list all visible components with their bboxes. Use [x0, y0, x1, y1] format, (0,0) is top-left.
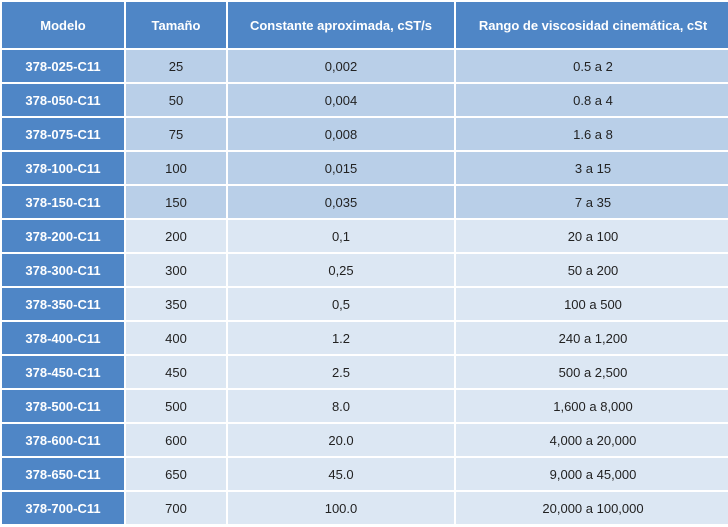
constant-cell: 0,004	[228, 84, 454, 116]
constant-cell: 0,002	[228, 50, 454, 82]
size-cell: 450	[126, 356, 226, 388]
range-cell: 0.8 a 4	[456, 84, 728, 116]
size-cell: 100	[126, 152, 226, 184]
constant-cell: 0,25	[228, 254, 454, 286]
range-cell: 3 a 15	[456, 152, 728, 184]
table-row: 378-300-C11 300 0,25 50 a 200	[2, 254, 728, 286]
table-row: 378-050-C11 50 0,004 0.8 a 4	[2, 84, 728, 116]
model-cell: 378-300-C11	[2, 254, 124, 286]
size-cell: 400	[126, 322, 226, 354]
range-cell: 1.6 a 8	[456, 118, 728, 150]
constant-cell: 0,5	[228, 288, 454, 320]
table-row: 378-075-C11 75 0,008 1.6 a 8	[2, 118, 728, 150]
model-cell: 378-200-C11	[2, 220, 124, 252]
model-cell: 378-700-C11	[2, 492, 124, 524]
size-cell: 150	[126, 186, 226, 218]
table-row: 378-350-C11 350 0,5 100 a 500	[2, 288, 728, 320]
model-cell: 378-100-C11	[2, 152, 124, 184]
size-cell: 75	[126, 118, 226, 150]
header-tamano: Tamaño	[126, 2, 226, 48]
size-cell: 200	[126, 220, 226, 252]
model-cell: 378-400-C11	[2, 322, 124, 354]
model-cell: 378-350-C11	[2, 288, 124, 320]
table-row: 378-400-C11 400 1.2 240 a 1,200	[2, 322, 728, 354]
size-cell: 25	[126, 50, 226, 82]
model-cell: 378-600-C11	[2, 424, 124, 456]
model-cell: 378-500-C11	[2, 390, 124, 422]
header-modelo: Modelo	[2, 2, 124, 48]
table-row: 378-150-C11 150 0,035 7 a 35	[2, 186, 728, 218]
table-row: 378-500-C11 500 8.0 1,600 a 8,000	[2, 390, 728, 422]
model-cell: 378-075-C11	[2, 118, 124, 150]
size-cell: 300	[126, 254, 226, 286]
range-cell: 0.5 a 2	[456, 50, 728, 82]
range-cell: 4,000 a 20,000	[456, 424, 728, 456]
range-cell: 240 a 1,200	[456, 322, 728, 354]
constant-cell: 0,035	[228, 186, 454, 218]
model-cell: 378-050-C11	[2, 84, 124, 116]
table-row: 378-100-C11 100 0,015 3 a 15	[2, 152, 728, 184]
range-cell: 7 a 35	[456, 186, 728, 218]
table-row: 378-650-C11 650 45.0 9,000 a 45,000	[2, 458, 728, 490]
constant-cell: 0,015	[228, 152, 454, 184]
table-row: 378-025-C11 25 0,002 0.5 a 2	[2, 50, 728, 82]
range-cell: 1,600 a 8,000	[456, 390, 728, 422]
model-cell: 378-650-C11	[2, 458, 124, 490]
table-row: 378-700-C11 700 100.0 20,000 a 100,000	[2, 492, 728, 524]
constant-cell: 100.0	[228, 492, 454, 524]
header-rango: Rango de viscosidad cinemática, cSt	[456, 2, 728, 48]
model-cell: 378-025-C11	[2, 50, 124, 82]
model-cell: 378-450-C11	[2, 356, 124, 388]
range-cell: 20 a 100	[456, 220, 728, 252]
range-cell: 100 a 500	[456, 288, 728, 320]
table-row: 378-600-C11 600 20.0 4,000 a 20,000	[2, 424, 728, 456]
size-cell: 650	[126, 458, 226, 490]
size-cell: 500	[126, 390, 226, 422]
size-cell: 50	[126, 84, 226, 116]
size-cell: 600	[126, 424, 226, 456]
header-row: Modelo Tamaño Constante aproximada, cST/…	[2, 2, 728, 48]
size-cell: 700	[126, 492, 226, 524]
range-cell: 9,000 a 45,000	[456, 458, 728, 490]
header-constante: Constante aproximada, cST/s	[228, 2, 454, 48]
model-cell: 378-150-C11	[2, 186, 124, 218]
constant-cell: 1.2	[228, 322, 454, 354]
constant-cell: 8.0	[228, 390, 454, 422]
constant-cell: 2.5	[228, 356, 454, 388]
constant-cell: 0,1	[228, 220, 454, 252]
table-row: 378-200-C11 200 0,1 20 a 100	[2, 220, 728, 252]
constant-cell: 20.0	[228, 424, 454, 456]
range-cell: 500 a 2,500	[456, 356, 728, 388]
table-row: 378-450-C11 450 2.5 500 a 2,500	[2, 356, 728, 388]
size-cell: 350	[126, 288, 226, 320]
constant-cell: 45.0	[228, 458, 454, 490]
constant-cell: 0,008	[228, 118, 454, 150]
range-cell: 20,000 a 100,000	[456, 492, 728, 524]
range-cell: 50 a 200	[456, 254, 728, 286]
